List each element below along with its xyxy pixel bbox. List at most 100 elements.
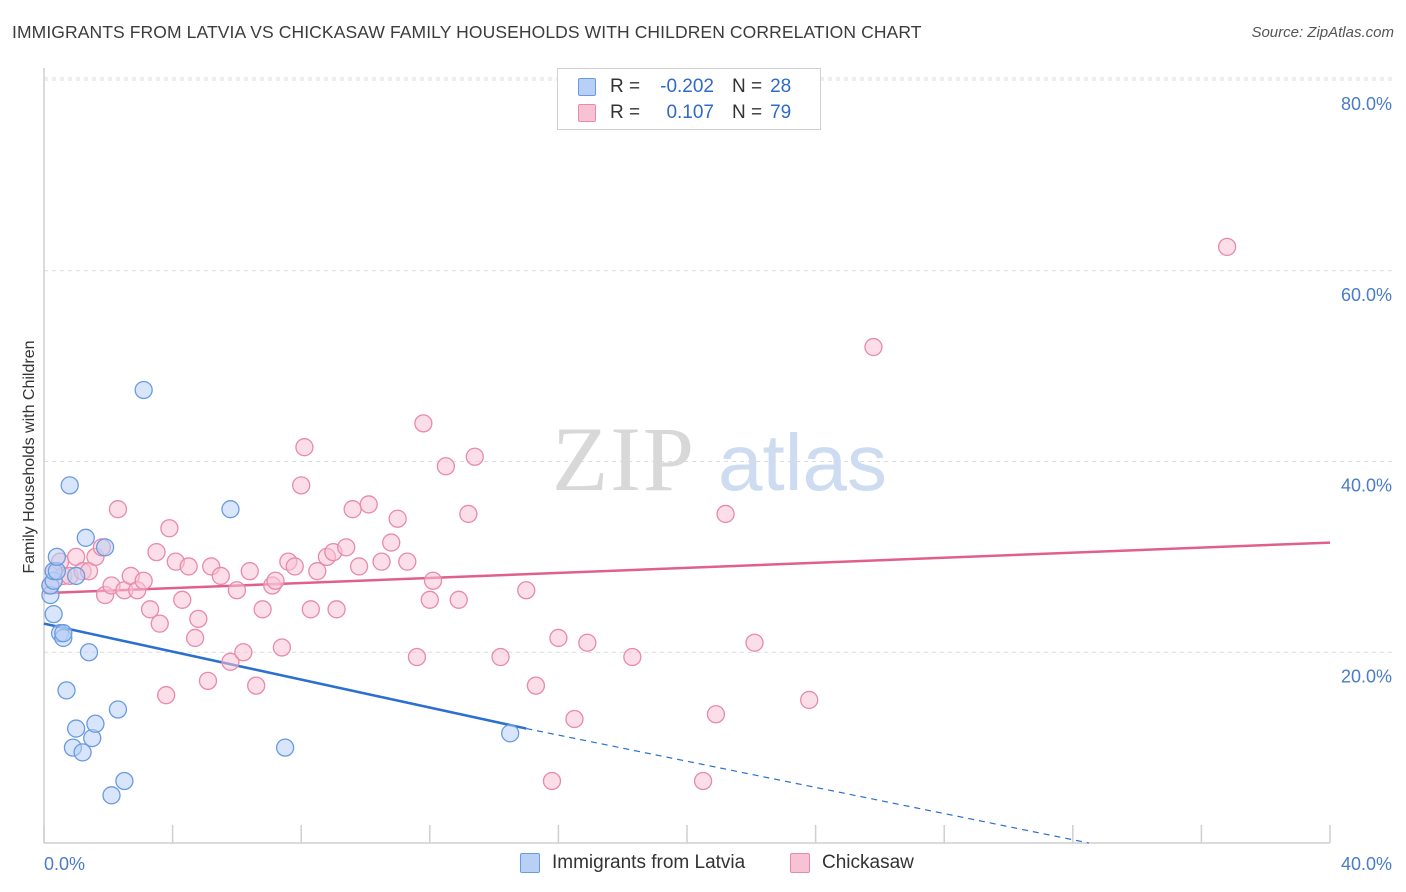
- legend-item-latvia: Immigrants from Latvia: [520, 852, 745, 874]
- watermark-atlas: atlas: [718, 418, 887, 507]
- chickasaw-point: [285, 557, 304, 576]
- chickasaw-point: [160, 519, 179, 538]
- n-value-latvia: 28: [770, 76, 792, 97]
- chickasaw-point: [253, 600, 272, 619]
- r-label: R =: [610, 76, 641, 97]
- chickasaw-point: [157, 686, 176, 705]
- n-value-chickasaw: 79: [770, 102, 792, 123]
- latvia-point: [102, 786, 121, 805]
- r-value-latvia: -0.202: [660, 76, 714, 97]
- chickasaw-point: [301, 600, 320, 619]
- chickasaw-point: [185, 628, 205, 648]
- chart-source: Source: ZipAtlas.com: [1251, 24, 1394, 41]
- latvia-point: [501, 724, 520, 743]
- chickasaw-point: [108, 500, 128, 519]
- watermark-zip: ZIP: [552, 408, 696, 510]
- correlation-legend: R = -0.202 N = 28 R = 0.107 N = 79: [557, 68, 821, 130]
- chickasaw-point: [247, 676, 266, 695]
- latvia-point: [47, 547, 67, 567]
- chickasaw-point: [308, 562, 327, 581]
- chickasaw-point: [240, 562, 259, 581]
- y-axis-label: Family Households with Children: [21, 341, 38, 574]
- chickasaw-point: [459, 504, 478, 524]
- chickasaw-point: [179, 557, 198, 576]
- chickasaw-point: [295, 438, 314, 457]
- chickasaw-point: [706, 705, 726, 724]
- chickasaw-point: [189, 609, 208, 629]
- legend-row-chickasaw: R = 0.107 N = 79: [578, 101, 791, 125]
- chickasaw-point: [272, 638, 292, 657]
- chickasaw-point: [491, 647, 510, 667]
- watermark: ZIP atlas: [552, 408, 887, 510]
- chickasaw-point: [349, 557, 369, 576]
- chickasaw-point: [414, 414, 433, 433]
- chickasaw-point: [693, 771, 713, 791]
- chickasaw-point: [134, 571, 153, 590]
- chickasaw-point: [211, 566, 230, 586]
- latvia-point: [67, 719, 86, 738]
- chickasaw-point: [745, 633, 764, 652]
- chickasaw-point: [140, 600, 160, 619]
- chickasaw-point: [398, 552, 417, 571]
- chickasaw-point: [436, 457, 456, 476]
- chickasaw-point: [388, 509, 407, 528]
- latvia-legend-label: Immigrants from Latvia: [552, 852, 746, 873]
- chickasaw-point: [359, 495, 378, 514]
- chickasaw-legend-label: Chickasaw: [822, 852, 914, 873]
- y-tick-label: 40.0%: [1341, 476, 1392, 496]
- chickasaw-swatch: [578, 104, 596, 122]
- chickasaw-point: [234, 643, 253, 662]
- chickasaw-point: [337, 538, 356, 557]
- latvia-trend-line: [43, 622, 527, 730]
- latvia-point: [54, 624, 73, 643]
- axes: [43, 68, 1331, 844]
- chickasaw-point: [526, 676, 546, 695]
- chickasaw-point: [382, 533, 401, 552]
- y-tick-label: 60.0%: [1341, 285, 1392, 305]
- chickasaw-point: [292, 476, 311, 495]
- chickasaw-point: [327, 600, 346, 619]
- trend-lines: [43, 541, 1331, 844]
- y-tick-label: 20.0%: [1341, 666, 1392, 686]
- chickasaw-point: [372, 552, 391, 571]
- latvia-point: [134, 380, 153, 400]
- x-tick-label: 0.0%: [44, 854, 85, 874]
- chickasaw-legend-swatch: [790, 853, 810, 873]
- latvia-swatch: [578, 78, 596, 96]
- latvia-point: [275, 738, 295, 757]
- data-points: [41, 237, 1237, 805]
- chickasaw-point: [864, 337, 883, 357]
- chickasaw-point: [565, 709, 584, 729]
- chickasaw-point: [227, 581, 247, 600]
- r-value-chickasaw: 0.107: [666, 102, 714, 123]
- n-label: N =: [732, 76, 763, 97]
- chickasaw-point: [549, 628, 568, 648]
- chickasaw-point: [623, 647, 642, 667]
- n-label: N =: [732, 102, 763, 123]
- latvia-point: [67, 566, 86, 586]
- latvia-legend-swatch: [520, 853, 540, 873]
- chickasaw-point: [407, 647, 427, 667]
- latvia-point: [79, 643, 99, 662]
- chickasaw-point: [578, 633, 597, 652]
- legend-row-latvia: R = -0.202 N = 28: [578, 75, 791, 99]
- latvia-point: [73, 743, 92, 762]
- latvia-point: [115, 771, 134, 791]
- chickasaw-point: [517, 581, 536, 600]
- y-tick-label: 80.0%: [1341, 94, 1392, 114]
- latvia-point: [221, 500, 240, 519]
- latvia-point: [86, 714, 105, 733]
- chickasaw-trend-line: [43, 541, 1331, 595]
- x-tick-label: 40.0%: [1341, 854, 1392, 874]
- chart-title: IMMIGRANTS FROM LATVIA VS CHICKASAW FAMI…: [12, 22, 922, 42]
- latvia-point: [76, 528, 95, 547]
- tick-labels: 20.0% 40.0% 60.0% 80.0% 0.0% 40.0%: [44, 94, 1392, 874]
- chickasaw-point: [465, 447, 484, 466]
- latvia-point: [57, 681, 76, 700]
- r-label: R =: [610, 102, 641, 123]
- chickasaw-point: [716, 504, 735, 524]
- chickasaw-point: [420, 590, 439, 609]
- chickasaw-point: [1217, 237, 1237, 257]
- latvia-trend-extension: [526, 727, 1089, 844]
